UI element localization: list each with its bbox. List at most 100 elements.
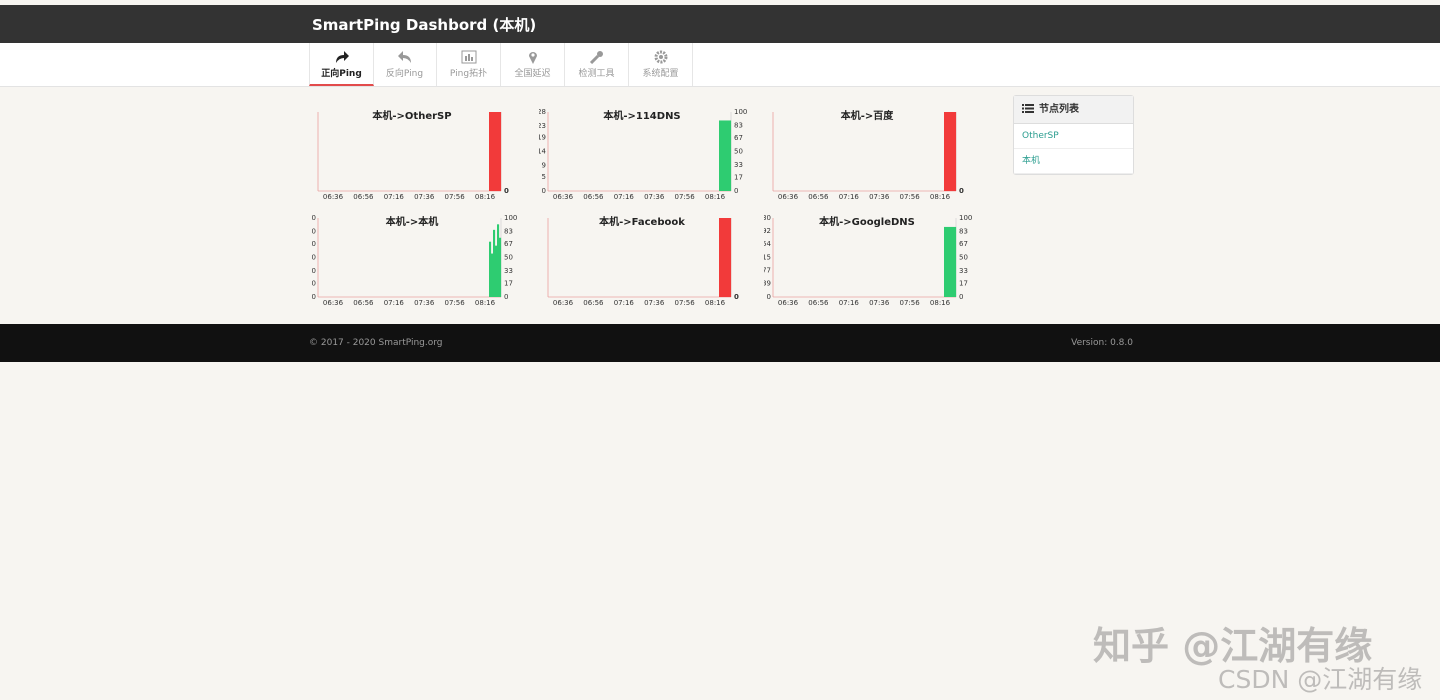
x-tick-label: 07:56 [445, 193, 466, 201]
x-tick-label: 08:16 [930, 299, 951, 307]
delay-bar [944, 226, 957, 297]
y-tick-label: 28 [539, 108, 546, 116]
x-tick-label: 06:36 [778, 299, 799, 307]
y-tick-label: 0 [312, 293, 316, 301]
y-tick-label: 23 [539, 122, 546, 130]
chart-title: 本机->Facebook [599, 215, 685, 228]
x-tick-label: 07:36 [869, 299, 890, 307]
list-icon [1022, 104, 1034, 113]
x-tick-label: 06:56 [353, 299, 374, 307]
y-tick-label: 100 [734, 108, 747, 116]
x-tick-label: 07:16 [614, 299, 635, 307]
y-tick-label: 0 [312, 240, 316, 248]
x-tick-label: 06:36 [323, 193, 344, 201]
x-tick-label: 07:36 [644, 193, 665, 201]
nav-label: 反向Ping [385, 69, 424, 79]
y-tick-label: 0 [734, 187, 738, 195]
mini-chart: 本机->OtherSP 06:36 06:56 07:16 07:36 07:56 08:1… [317, 109, 509, 201]
delay-bar [497, 224, 500, 297]
y-tick-label: 0 [312, 214, 316, 222]
y-tick-label: 17 [959, 280, 968, 288]
chart-title: 本机->百度 [841, 109, 895, 122]
y-tick-label: 83 [504, 227, 513, 235]
nav-item[interactable]: 正向Ping [309, 43, 374, 86]
x-tick-label: 06:56 [353, 193, 374, 201]
y-tick-label: 0 [312, 280, 316, 288]
y-tick-label: 100 [504, 214, 517, 222]
x-tick-label: 06:36 [553, 193, 574, 201]
y-tick-label: 0 [312, 227, 316, 235]
watermark: 知乎 @江湖有缘 [1093, 624, 1373, 668]
nav-label: 正向Ping [321, 69, 362, 79]
y-tick-label: 115 [764, 254, 771, 262]
watermark: CSDN @江湖有缘 [1218, 665, 1423, 694]
x-tick-label: 07:36 [869, 193, 890, 201]
y-tick-label: 17 [504, 280, 513, 288]
y-tick-label: 0 [734, 293, 739, 301]
y-tick-label: 0 [312, 267, 316, 275]
x-tick-label: 07:56 [445, 299, 466, 307]
y-tick-label: 67 [959, 240, 968, 248]
y-tick-label: 83 [734, 121, 743, 129]
y-tick-label: 33 [959, 267, 968, 275]
x-tick-label: 07:36 [644, 299, 665, 307]
chart-title: 本机->114DNS [603, 109, 680, 122]
delay-bar [493, 229, 496, 297]
icon [397, 51, 411, 63]
x-tick-label: 07:16 [839, 299, 860, 307]
nav-item[interactable]: 反向Ping [373, 43, 437, 86]
delay-bar [495, 245, 498, 297]
y-tick-label: 0 [959, 293, 963, 301]
y-tick-label: 67 [504, 240, 513, 248]
x-tick-label: 07:16 [614, 193, 635, 201]
x-tick-label: 06:56 [583, 193, 604, 201]
x-tick-label: 07:36 [414, 193, 435, 201]
x-tick-label: 08:16 [475, 193, 496, 201]
nav-item[interactable]: 检测工具 [565, 43, 629, 86]
panel-header: 节点列表 [1014, 96, 1133, 124]
chart-title: 本机->GoogleDNS [819, 215, 915, 228]
y-tick-label: 5 [542, 173, 546, 181]
x-tick-label: 07:56 [900, 299, 921, 307]
icon [654, 50, 667, 64]
y-tick-label: 50 [504, 254, 513, 262]
y-tick-label: 14 [539, 148, 547, 156]
icon [528, 52, 537, 64]
x-tick-label: 07:56 [675, 299, 696, 307]
y-tick-label: 0 [312, 254, 316, 262]
x-tick-label: 06:56 [808, 299, 829, 307]
nav-label: 系统配置 [642, 69, 679, 79]
app-title[interactable]: SmartPing Dashbord (本机) [312, 16, 537, 34]
y-tick-label: 83 [959, 227, 968, 235]
mini-chart: 本机->Facebook 06:36 06:56 07:16 07:36 07:56 08:… [547, 215, 739, 307]
nav-label: 全国延迟 [514, 69, 551, 79]
x-tick-label: 06:36 [553, 299, 574, 307]
nav-item[interactable]: Ping拓扑 [437, 43, 501, 86]
y-tick-label: 33 [504, 267, 513, 275]
y-tick-label: 192 [764, 227, 771, 235]
x-tick-label: 08:16 [930, 193, 951, 201]
delay-bar [491, 253, 494, 297]
y-tick-label: 19 [539, 133, 546, 141]
x-tick-label: 07:56 [675, 193, 696, 201]
node-link[interactable]: 本机 [1014, 149, 1133, 174]
x-tick-label: 06:36 [323, 299, 344, 307]
y-tick-label: 0 [767, 293, 771, 301]
x-tick-label: 07:56 [900, 193, 921, 201]
icon [335, 51, 349, 63]
y-tick-label: 67 [734, 134, 743, 142]
delay-bar [489, 241, 492, 297]
loss-bar [719, 218, 732, 297]
nav-item[interactable]: 全国延迟 [501, 43, 565, 86]
nav-item[interactable]: 系统配置 [629, 43, 693, 86]
footer: © 2017 - 2020 SmartPing.org Version: 0.8… [0, 324, 1440, 362]
header: SmartPing Dashbord (本机) [0, 5, 1440, 43]
y-tick-label: 17 [734, 174, 743, 182]
node-link[interactable]: OtherSP [1014, 124, 1133, 149]
y-tick-label: 154 [764, 240, 772, 248]
delay-bar [719, 120, 732, 191]
y-tick-label: 0 [542, 187, 546, 195]
y-tick-label: 0 [959, 187, 964, 195]
x-tick-label: 06:36 [778, 193, 799, 201]
